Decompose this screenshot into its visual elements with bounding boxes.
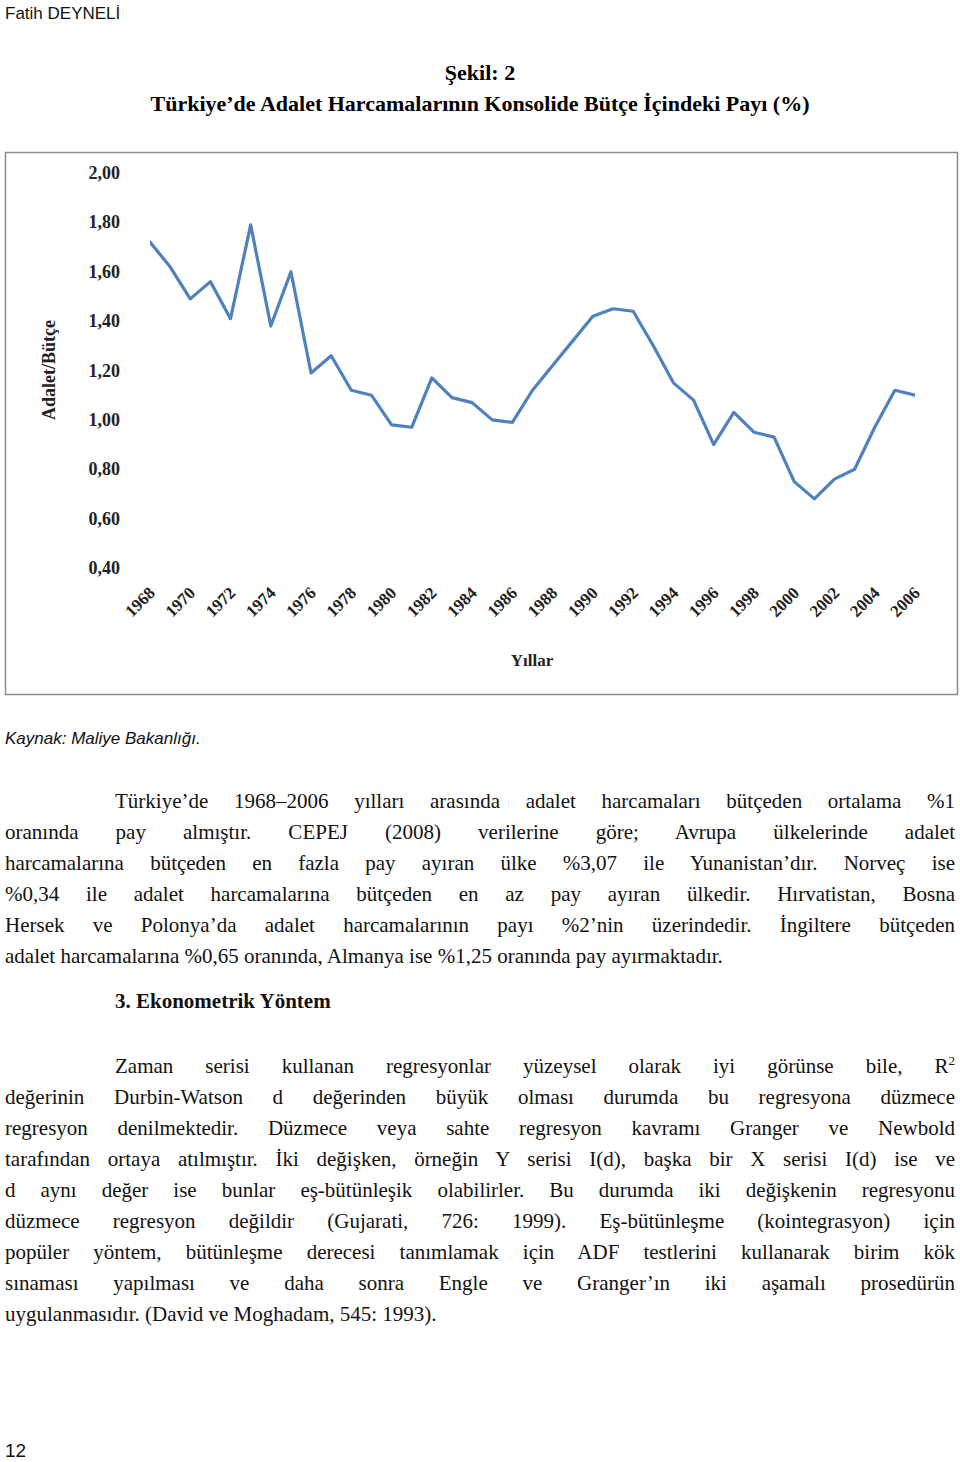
- text-span: popüler yöntem, bütünleşme derecesi tanı…: [5, 1240, 955, 1264]
- x-axis-label: Yıllar: [511, 651, 554, 670]
- y-axis-label: Adalet/Bütçe: [39, 320, 59, 420]
- y-tick-label: 0,80: [89, 459, 121, 479]
- x-tick-label: 1984: [443, 583, 481, 621]
- section-heading: 3. Ekonometrik Yöntem: [115, 987, 331, 1015]
- figure-label: Şekil: 2: [0, 60, 960, 86]
- superscript: 2: [949, 1053, 956, 1068]
- text-line: Hersek ve Polonya’da adalet harcamaların…: [5, 911, 955, 939]
- text-span: harcamalarına bütçeden en fazla pay ayır…: [5, 851, 955, 875]
- x-tick-label: 1986: [484, 583, 521, 620]
- text-line: d aynı değer ise bunlar eş-bütünleşik ol…: [5, 1176, 955, 1204]
- text-span: sınaması yapılması ve daha sonra Engle v…: [5, 1271, 955, 1295]
- y-tick-label: 0,40: [89, 558, 121, 578]
- y-tick-label: 2,00: [89, 163, 121, 183]
- x-tick-label: 1990: [564, 583, 601, 620]
- x-tick-label: 1976: [282, 583, 319, 620]
- figure-title: Türkiye’de Adalet Harcamalarının Konsoli…: [0, 91, 960, 117]
- y-tick-label: 0,60: [89, 509, 121, 529]
- text-span: oranında pay almıştır. CEPEJ (2008) veri…: [5, 820, 955, 844]
- x-tick-label: 1968: [121, 583, 158, 620]
- y-tick-label: 1,20: [89, 361, 121, 381]
- text-line: uygulanmasıdır. (David ve Moghadam, 545:…: [5, 1300, 955, 1328]
- x-tick-label: 1970: [162, 583, 199, 620]
- data-line: [150, 225, 915, 499]
- text-span: regresyon denilmektedir. Düzmece veya sa…: [5, 1116, 955, 1140]
- y-tick-label: 1,60: [89, 262, 121, 282]
- chart-frame: [6, 153, 958, 695]
- text-line: %0,34 ile adalet harcamalarına bütçeden …: [5, 880, 955, 908]
- y-tick-label: 1,80: [89, 212, 121, 232]
- x-tick-label: 1972: [202, 583, 239, 620]
- text-line: tarafından ortaya atılmıştır. İki değişk…: [5, 1145, 955, 1173]
- x-tick-label: 1974: [242, 583, 280, 621]
- text-span: Zaman serisi kullanan regresyonlar yüzey…: [115, 1054, 949, 1078]
- text-line: düzmece regresyon değildir (Gujarati, 72…: [5, 1207, 955, 1235]
- text-span: tarafından ortaya atılmıştır. İki değişk…: [5, 1147, 955, 1171]
- x-tick-label: 1998: [725, 583, 762, 620]
- text-span: Hersek ve Polonya’da adalet harcamaların…: [5, 913, 955, 937]
- x-tick-label: 1996: [685, 583, 722, 620]
- x-tick-label: 1992: [605, 583, 642, 620]
- y-tick-label: 1,00: [89, 410, 121, 430]
- text-line: popüler yöntem, bütünleşme derecesi tanı…: [5, 1238, 955, 1266]
- text-line: değerinin Durbin-Watson d değerinden büy…: [5, 1083, 955, 1111]
- x-tick-label: 1982: [403, 583, 440, 620]
- text-line: oranında pay almıştır. CEPEJ (2008) veri…: [5, 818, 955, 846]
- text-span: d aynı değer ise bunlar eş-bütünleşik ol…: [5, 1178, 955, 1202]
- text-line: Zaman serisi kullanan regresyonlar yüzey…: [115, 1052, 955, 1080]
- x-tick-label: 1988: [524, 583, 561, 620]
- y-tick-label: 1,40: [89, 311, 121, 331]
- plot-area: [150, 225, 915, 499]
- x-tick-label: 2004: [846, 583, 884, 621]
- text-line: sınaması yapılması ve daha sonra Engle v…: [5, 1269, 955, 1297]
- text-span: adalet harcamalarına %0,65 oranında, Alm…: [5, 944, 723, 968]
- x-tick-label: 1980: [363, 583, 400, 620]
- x-tick-label: 1978: [323, 583, 360, 620]
- x-tick-label: 2002: [806, 583, 843, 620]
- text-line: Türkiye’de 1968–2006 yılları arasında ad…: [115, 787, 955, 815]
- text-span: değerinin Durbin-Watson d değerinden büy…: [5, 1085, 955, 1109]
- x-tick-label: 2006: [886, 583, 923, 620]
- page-header: Fatih DEYNELİ: [5, 4, 120, 24]
- text-span: uygulanmasıdır. (David ve Moghadam, 545:…: [5, 1302, 437, 1326]
- page-number: 12: [5, 1440, 26, 1462]
- text-line: regresyon denilmektedir. Düzmece veya sa…: [5, 1114, 955, 1142]
- x-tick-label: 2000: [766, 583, 803, 620]
- text-span: %0,34 ile adalet harcamalarına bütçeden …: [5, 882, 955, 906]
- figure-source: Kaynak: Maliye Bakanlığı.: [5, 729, 201, 749]
- text-line: harcamalarına bütçeden en fazla pay ayır…: [5, 849, 955, 877]
- text-line: adalet harcamalarına %0,65 oranında, Alm…: [5, 942, 955, 970]
- text-span: düzmece regresyon değildir (Gujarati, 72…: [5, 1209, 955, 1233]
- x-tick-label: 1994: [645, 583, 683, 621]
- text-span: Türkiye’de 1968–2006 yılları arasında ad…: [115, 789, 955, 813]
